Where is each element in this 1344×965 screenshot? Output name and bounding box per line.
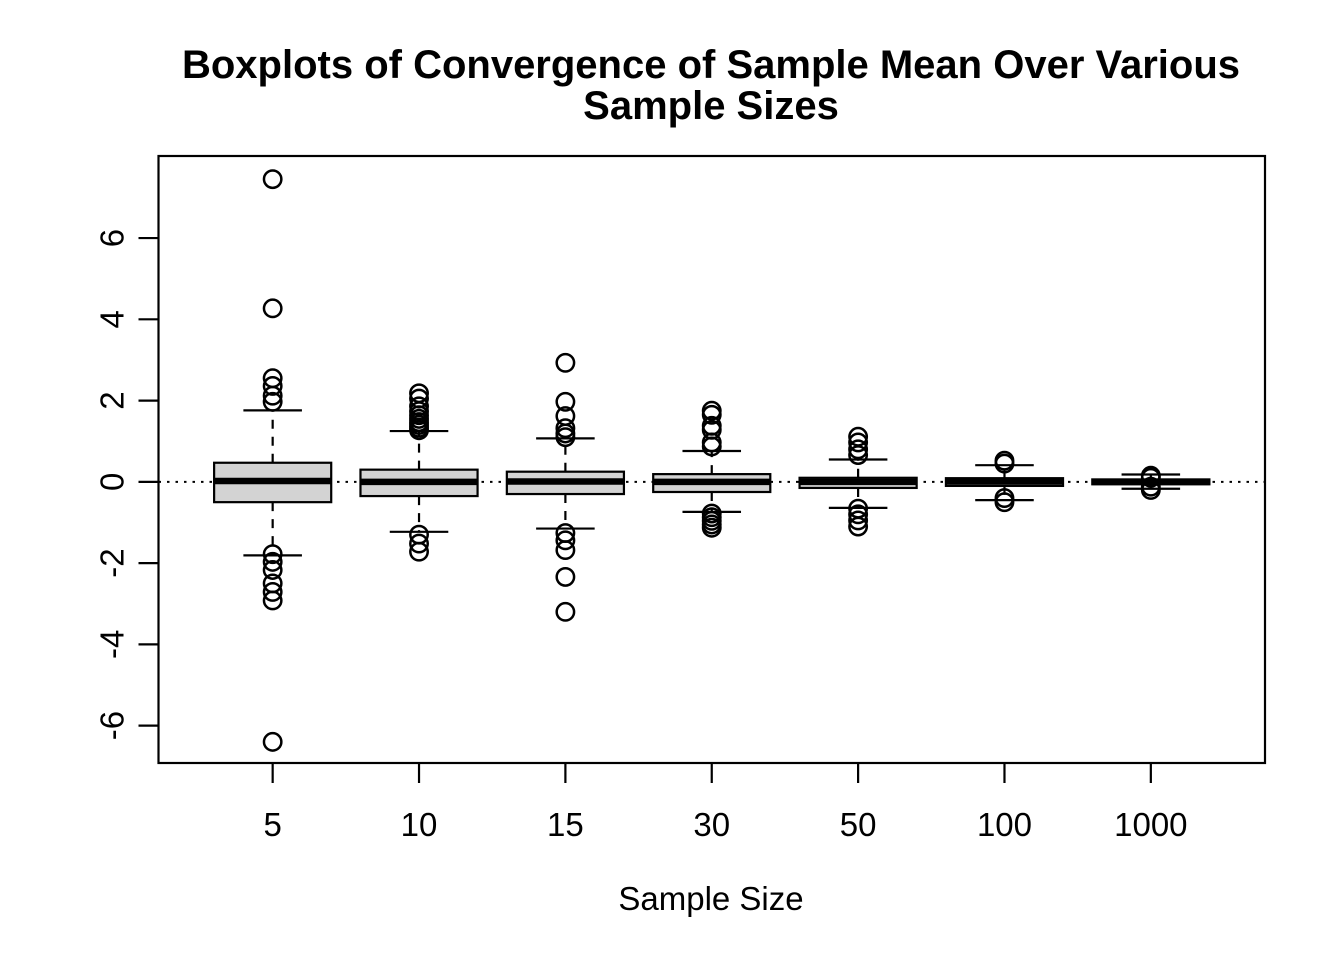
outlier-point [848,504,869,525]
x-tick-label: 1000 [1114,806,1187,843]
outlier-point [262,385,283,406]
y-tick-label: 0 [94,473,131,491]
outlier-point [555,530,576,551]
y-tick-label: 4 [94,310,131,328]
boxplot-group-1000 [1091,465,1211,500]
outlier-point [701,517,722,538]
y-tick-label: -6 [94,711,131,740]
outlier-point [701,404,722,425]
outlier-point [555,391,576,412]
outlier-point [409,420,429,441]
outlier-point [848,516,869,537]
x-axis-title: Sample Size [618,880,803,917]
boxplot-group-100 [944,450,1065,513]
x-tick-label: 5 [263,806,281,843]
x-tick-label: 10 [401,806,438,843]
boxplot-group-10 [359,383,479,562]
outlier-point [409,541,429,562]
outlier-point [262,544,283,565]
outlier-point [848,432,869,453]
outlier-point [262,551,283,572]
x-tick-label: 100 [977,806,1032,843]
x-tick-label: 30 [693,806,730,843]
outlier-point [262,590,283,611]
boxplot-group-15 [505,352,626,622]
chart-title-line1: Boxplots of Convergence of Sample Mean O… [182,43,1240,87]
outlier-point [262,298,283,319]
outlier-point [555,427,576,448]
y-tick-label: -2 [94,548,131,577]
outlier-point [994,492,1015,513]
outlier-point [701,432,722,453]
outlier-point [848,510,869,531]
outlier-point [409,396,429,417]
outlier-point [848,445,869,465]
outlier-point [262,169,283,190]
outlier-point [994,453,1015,474]
x-tick-label: 50 [840,806,877,843]
outlier-point [262,731,283,752]
outlier-point [1140,480,1161,500]
outlier-point [555,418,576,439]
y-tick-label: -4 [94,630,131,659]
boxplot-group-5 [213,169,333,752]
outlier-point [848,439,869,460]
outlier-point [701,436,722,457]
boxplot-group-30 [652,400,772,538]
outlier-point [1140,467,1161,488]
x-tick-label: 15 [547,806,584,843]
y-tick-label: 6 [94,229,131,247]
outlier-point [409,533,429,554]
outlier-point [555,352,576,373]
outlier-point [262,391,283,412]
chart-title-line2: Sample Sizes [583,84,839,128]
outlier-point [555,566,576,587]
plot-frame [157,154,1267,765]
plot-area: -6 -4 -2 0 2 4 6 5 10 15 30 50 100 1000 [94,154,1267,843]
outlier-point [555,540,576,561]
outlier-point [262,582,283,602]
outlier-point [262,560,283,580]
outlier-point [262,376,283,396]
boxplot-group-50 [798,426,918,537]
outlier-point [555,601,576,622]
y-tick-label: 2 [94,391,131,409]
